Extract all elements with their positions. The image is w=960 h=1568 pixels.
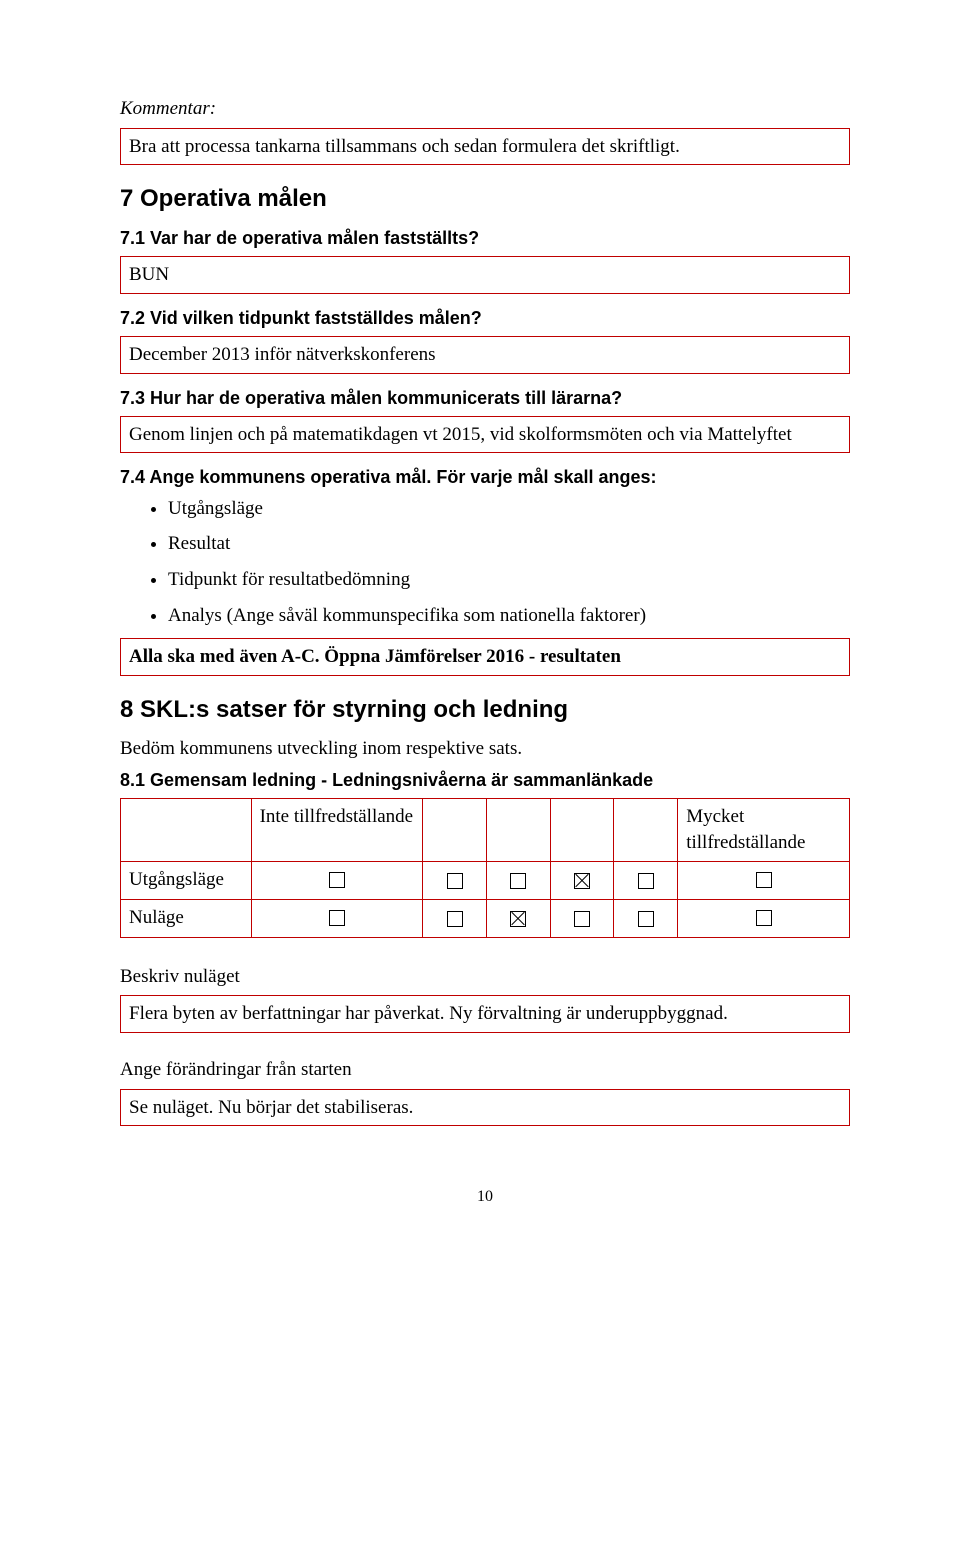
rating-cell[interactable] — [251, 899, 423, 937]
rating-cell[interactable] — [251, 861, 423, 899]
rating-header-high: Mycket tillfredställande — [678, 799, 850, 861]
comment-box: Bra att processa tankarna tillsammans oc… — [120, 128, 850, 166]
rating-row-nulage: Nuläge — [121, 899, 252, 937]
describe-nulage-label: Beskriv nuläget — [120, 964, 850, 990]
rating-table: Inte tillfredställande Mycket tillfredst… — [120, 798, 850, 937]
rating-header-col — [423, 799, 487, 861]
q-7-4: 7.4 Ange kommunens operativa mål. För va… — [120, 465, 850, 489]
a-7-2: December 2013 inför nätverkskonferens — [120, 336, 850, 374]
bullet-item: Tidpunkt för resultatbedömning — [168, 567, 850, 593]
q-8-1: 8.1 Gemensam ledning - Ledningsnivåerna … — [120, 768, 850, 792]
page-number: 10 — [120, 1186, 850, 1208]
rating-cell[interactable] — [423, 899, 487, 937]
a-7-1: BUN — [120, 256, 850, 294]
a-7-4: Alla ska med även A-C. Öppna Jämförelser… — [120, 638, 850, 676]
q-7-1: 7.1 Var har de operativa målen fastställ… — [120, 226, 850, 250]
rating-cell[interactable] — [550, 861, 614, 899]
rating-cell[interactable] — [487, 899, 551, 937]
bullet-item: Utgångsläge — [168, 496, 850, 522]
changes-label: Ange förändringar från starten — [120, 1057, 850, 1083]
q-7-3: 7.3 Hur har de operativa målen kommunice… — [120, 386, 850, 410]
section-8-subtitle: Bedöm kommunens utveckling inom respekti… — [120, 736, 850, 762]
bullet-item: Resultat — [168, 531, 850, 557]
rating-header-low: Inte tillfredställande — [251, 799, 423, 861]
bullet-list-7-4: Utgångsläge Resultat Tidpunkt för result… — [120, 496, 850, 629]
rating-header-col — [614, 799, 678, 861]
rating-cell[interactable] — [423, 861, 487, 899]
rating-cell[interactable] — [678, 861, 850, 899]
comment-label: Kommentar: — [120, 96, 850, 122]
rating-row-utgangslage: Utgångsläge — [121, 861, 252, 899]
rating-cell[interactable] — [487, 861, 551, 899]
bullet-item: Analys (Ange såväl kommunspecifika som n… — [168, 603, 850, 629]
rating-cell[interactable] — [678, 899, 850, 937]
rating-cell[interactable] — [614, 899, 678, 937]
rating-header-empty — [121, 799, 252, 861]
rating-header-col — [550, 799, 614, 861]
nulage-box: Flera byten av berfattningar har påverka… — [120, 995, 850, 1033]
section-7-title: 7 Operativa målen — [120, 183, 850, 215]
q-7-2: 7.2 Vid vilken tidpunkt fastställdes mål… — [120, 306, 850, 330]
rating-cell[interactable] — [550, 899, 614, 937]
section-8-title: 8 SKL:s satser för styrning och ledning — [120, 694, 850, 726]
a-7-3: Genom linjen och på matematikdagen vt 20… — [120, 416, 850, 454]
rating-header-col — [487, 799, 551, 861]
changes-box: Se nuläget. Nu börjar det stabiliseras. — [120, 1089, 850, 1127]
rating-cell[interactable] — [614, 861, 678, 899]
